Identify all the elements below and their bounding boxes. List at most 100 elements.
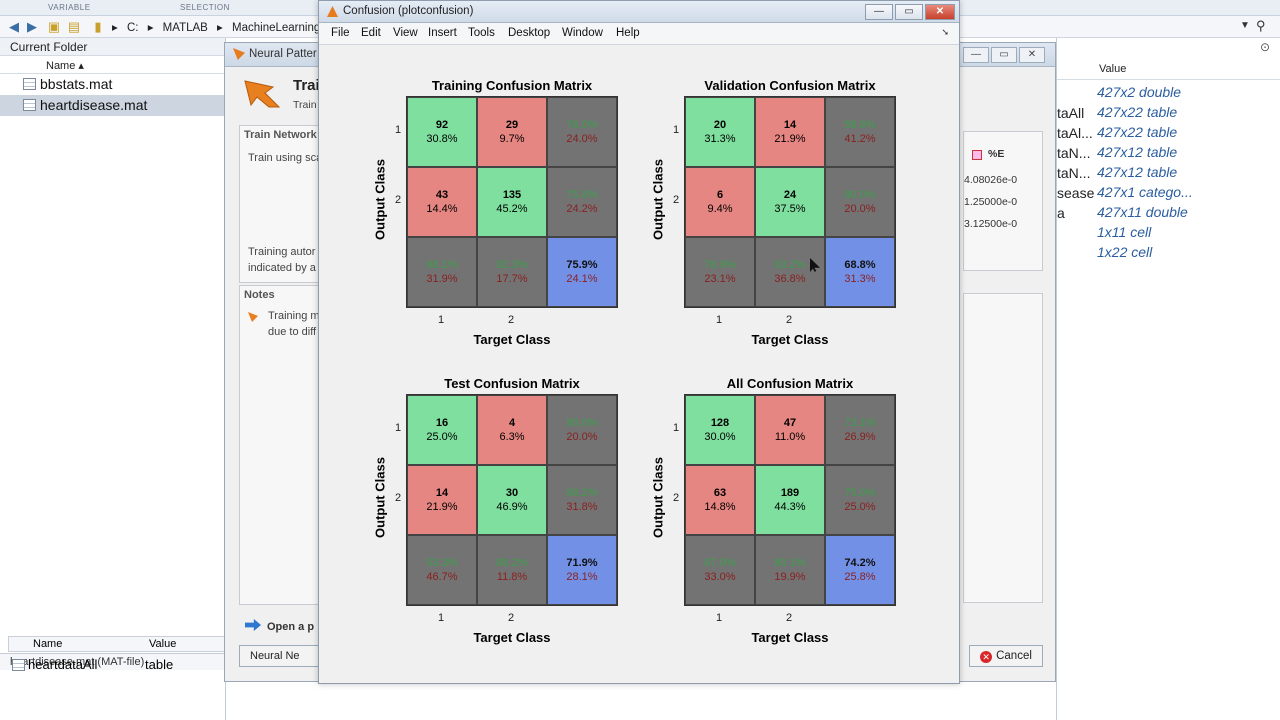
file-row-heartdisease[interactable]: heartdisease.mat	[0, 95, 225, 116]
panel-options-icon[interactable]: ⊙	[1259, 40, 1270, 54]
current-folder-title: Current Folder	[0, 38, 225, 56]
workspace-value[interactable]: 427x1 catego...	[1097, 184, 1193, 200]
training-y-tick-2: 2	[395, 194, 402, 206]
recall-percent: 80.1%	[774, 557, 806, 569]
file-row-bbstats[interactable]: bbstats.mat	[0, 74, 225, 95]
all-cell-1-2: 47 11.0%	[755, 395, 825, 465]
recall-percent: 82.3%	[496, 259, 528, 271]
folder-icon: ▮	[94, 19, 102, 34]
test-y-tick-1: 1	[395, 422, 402, 434]
minimize-button[interactable]: —	[865, 4, 893, 20]
training-matrix-title: Training Confusion Matrix	[431, 78, 593, 93]
error-percent: 20.0%	[566, 431, 598, 443]
menu-window[interactable]: Window	[562, 27, 603, 39]
notes-box: Notes Training m due to diff	[239, 285, 321, 605]
menu-edit[interactable]: Edit	[361, 27, 381, 39]
dock-arrow-icon[interactable]: ➘	[941, 27, 949, 37]
recall-percent: 67.0%	[704, 557, 736, 569]
validation-col-summary-1: 76.9% 23.1%	[685, 237, 755, 307]
test-y-tick-2: 2	[395, 492, 402, 504]
path-breadcrumb[interactable]: ▸ C: ▸ MATLAB ▸ MachineLearning	[112, 20, 326, 34]
close-button[interactable]: ✕	[925, 4, 955, 20]
workspace-value[interactable]: 427x12 table	[1097, 164, 1178, 180]
menu-help[interactable]: Help	[616, 27, 640, 39]
workspace-value[interactable]: 427x12 table	[1097, 144, 1178, 160]
all-col-summary-1: 67.0% 33.0%	[685, 535, 755, 605]
all-matrix-title: All Confusion Matrix	[726, 376, 854, 391]
workspace-value[interactable]: 427x22 table	[1097, 104, 1178, 120]
neural-network-button[interactable]: Neural Ne	[239, 645, 323, 667]
training-x-tick-2: 2	[508, 314, 515, 326]
menu-insert[interactable]: Insert	[428, 27, 457, 39]
workspace-value[interactable]: 427x2 double	[1097, 84, 1182, 100]
validation-overall-summary: 68.8% 31.3%	[825, 237, 895, 307]
cancel-label: Cancel	[996, 650, 1032, 662]
test-x-axis-label: Target Class	[473, 630, 551, 645]
workspace-name-fragment: taN...	[1057, 145, 1091, 161]
workspace-panel: ⊙ Value 427x2 double 427x22 table 427x22…	[1056, 38, 1280, 720]
cancel-button[interactable]: ✕ Cancel	[969, 645, 1043, 667]
menu-view[interactable]: View	[393, 27, 418, 39]
workspace-value[interactable]: 427x22 table	[1097, 124, 1178, 140]
file-details-row[interactable]: heartdataAll table	[8, 655, 260, 675]
all-row-summary-1: 73.1% 26.9%	[825, 395, 895, 465]
error-percent: 31.8%	[566, 501, 598, 513]
maximize-button[interactable]: ▭	[895, 4, 923, 20]
workspace-value[interactable]: 1x22 cell	[1097, 244, 1153, 260]
accuracy-percent: 74.2%	[844, 557, 876, 569]
value-column-header[interactable]: Value	[1099, 63, 1127, 75]
menu-tools[interactable]: Tools	[468, 27, 495, 39]
train-auto-text: Training autor	[248, 246, 316, 258]
train-using-text: Train using sca	[248, 152, 323, 164]
training-cell-1-2: 29 9.7%	[477, 97, 547, 167]
test-cell-2-2: 30 46.9%	[477, 465, 547, 535]
validation-y-axis-label: Output Class	[650, 159, 666, 240]
training-x-tick-1: 1	[438, 314, 445, 326]
detail-var-value: table	[145, 657, 174, 672]
cell-percent: 44.3%	[774, 501, 806, 513]
forward-arrow-icon[interactable]: ▶	[27, 19, 37, 34]
path-sep: ▸	[217, 22, 223, 34]
path-machinelearning[interactable]: MachineLearning	[232, 22, 321, 34]
cell-percent: 25.0%	[426, 431, 458, 443]
menu-file[interactable]: File	[331, 27, 350, 39]
detail-col-value[interactable]: Value	[149, 638, 177, 650]
error-percent: 11.8%	[496, 571, 528, 583]
nn-button-label: Neural Ne	[250, 650, 300, 662]
cell-count: 189	[780, 487, 800, 499]
cell-count: 63	[713, 487, 727, 499]
path-matlab[interactable]: MATLAB	[162, 22, 208, 34]
nn-app-icon	[233, 48, 245, 60]
close-button[interactable]: ✕	[1019, 47, 1045, 63]
detail-col-name[interactable]: Name	[33, 638, 63, 650]
test-cell-1-1: 16 25.0%	[407, 395, 477, 465]
browse-folder-icon[interactable]: ▤	[67, 19, 81, 34]
cell-count: 4	[508, 417, 516, 429]
up-folder-icon[interactable]: ▣	[47, 19, 61, 34]
workspace-value[interactable]: 1x11 cell	[1097, 224, 1152, 240]
cell-percent: 21.9%	[774, 133, 806, 145]
all-y-tick-2: 2	[673, 492, 680, 504]
name-column-header[interactable]: Name ▴	[46, 60, 84, 72]
precision-percent: 58.8%	[844, 119, 876, 131]
open-link[interactable]: Open a p	[245, 619, 314, 633]
recall-percent: 88.2%	[496, 557, 528, 569]
training-cell-2-2: 135 45.2%	[477, 167, 547, 237]
cell-count: 16	[435, 417, 449, 429]
path-sep: ▸	[112, 22, 118, 34]
back-arrow-icon[interactable]: ◀	[9, 19, 19, 34]
minimize-button[interactable]: —	[963, 47, 989, 63]
cell-percent: 30.0%	[704, 431, 736, 443]
search-icon[interactable]: ⚲	[1256, 18, 1266, 33]
workspace-header: Value	[1057, 60, 1280, 80]
menu-desktop[interactable]: Desktop	[508, 27, 551, 39]
cell-count: 20	[713, 119, 727, 131]
path-drive[interactable]: C:	[126, 22, 139, 34]
error-percent: 20.0%	[844, 203, 876, 215]
path-dropdown-icon[interactable]: ▼	[1240, 20, 1250, 31]
maximize-button[interactable]: ▭	[991, 47, 1017, 63]
cell-percent: 31.3%	[704, 133, 736, 145]
workspace-value[interactable]: 427x11 double	[1097, 204, 1188, 220]
table-icon	[12, 659, 25, 671]
note-icon	[248, 312, 258, 322]
